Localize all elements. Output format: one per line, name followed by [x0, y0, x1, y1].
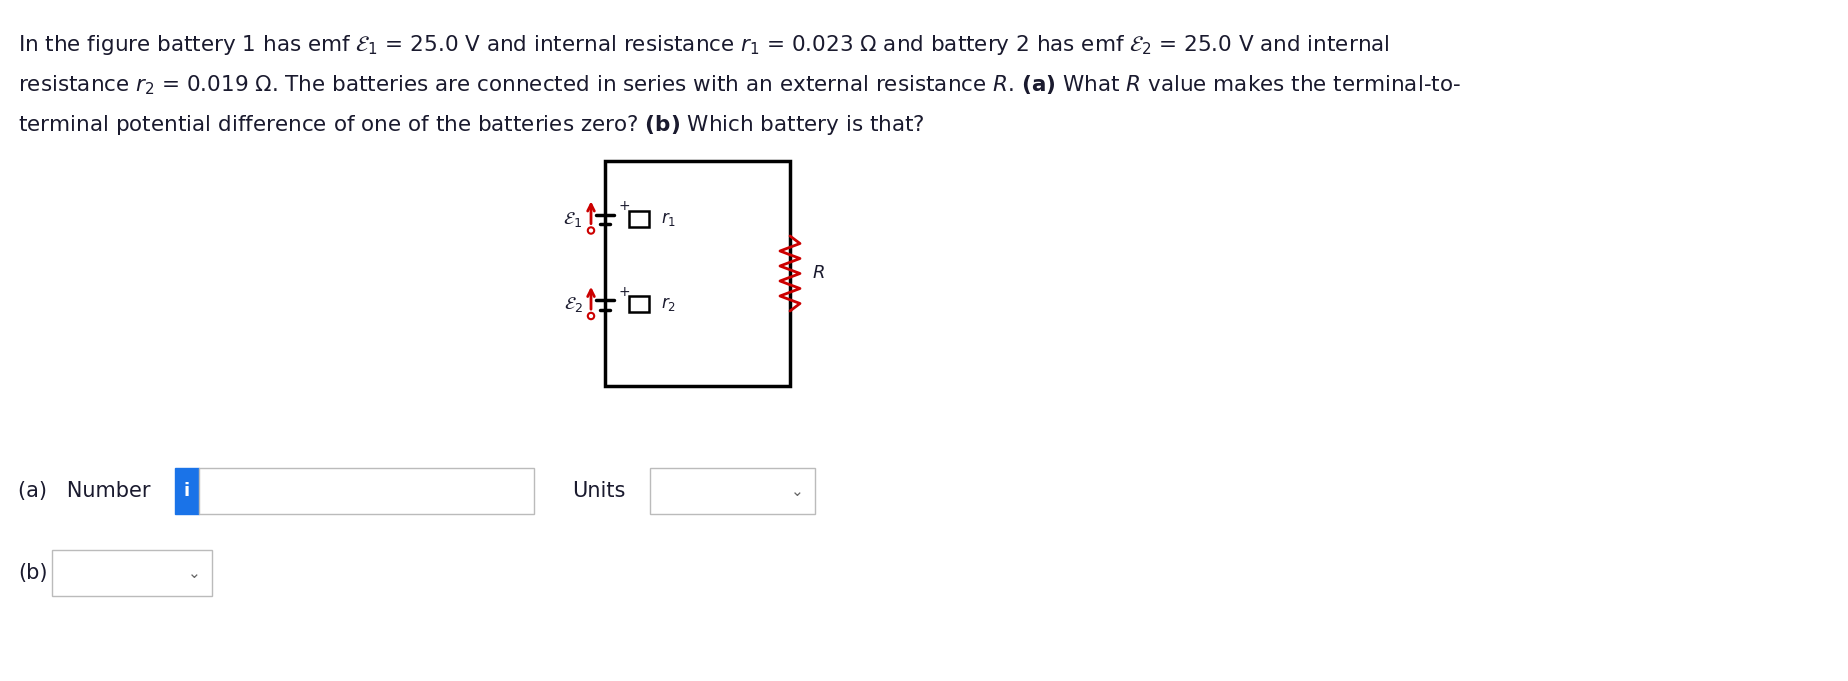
Text: $r_2$: $r_2$ [660, 295, 676, 313]
Text: ⌄: ⌄ [187, 565, 200, 580]
Text: terminal potential difference of one of the batteries zero? $\mathbf{(b)}$ Which: terminal potential difference of one of … [18, 113, 924, 137]
Text: In the figure battery 1 has emf $\mathcal{E}_1$ = 25.0 V and internal resistance: In the figure battery 1 has emf $\mathca… [18, 33, 1390, 57]
Text: +: + [619, 200, 630, 214]
Text: i: i [183, 482, 190, 500]
Text: resistance $r_2$ = 0.019 $\Omega$. The batteries are connected in series with an: resistance $r_2$ = 0.019 $\Omega$. The b… [18, 73, 1460, 97]
FancyBboxPatch shape [650, 468, 815, 514]
FancyBboxPatch shape [176, 468, 200, 514]
Text: (b): (b) [18, 563, 48, 583]
FancyBboxPatch shape [200, 468, 534, 514]
Text: (a)   Number: (a) Number [18, 481, 150, 501]
Text: $r_1$: $r_1$ [660, 210, 676, 227]
Text: Units: Units [571, 481, 625, 501]
FancyBboxPatch shape [52, 550, 213, 596]
Text: $R$: $R$ [811, 264, 824, 283]
Text: ⌄: ⌄ [791, 484, 802, 498]
Bar [628, 210, 649, 227]
Text: $\mathcal{E}_1$: $\mathcal{E}_1$ [564, 210, 582, 229]
Text: $\mathcal{E}_2$: $\mathcal{E}_2$ [564, 296, 582, 315]
Bar [628, 296, 649, 312]
Text: +: + [619, 285, 630, 299]
